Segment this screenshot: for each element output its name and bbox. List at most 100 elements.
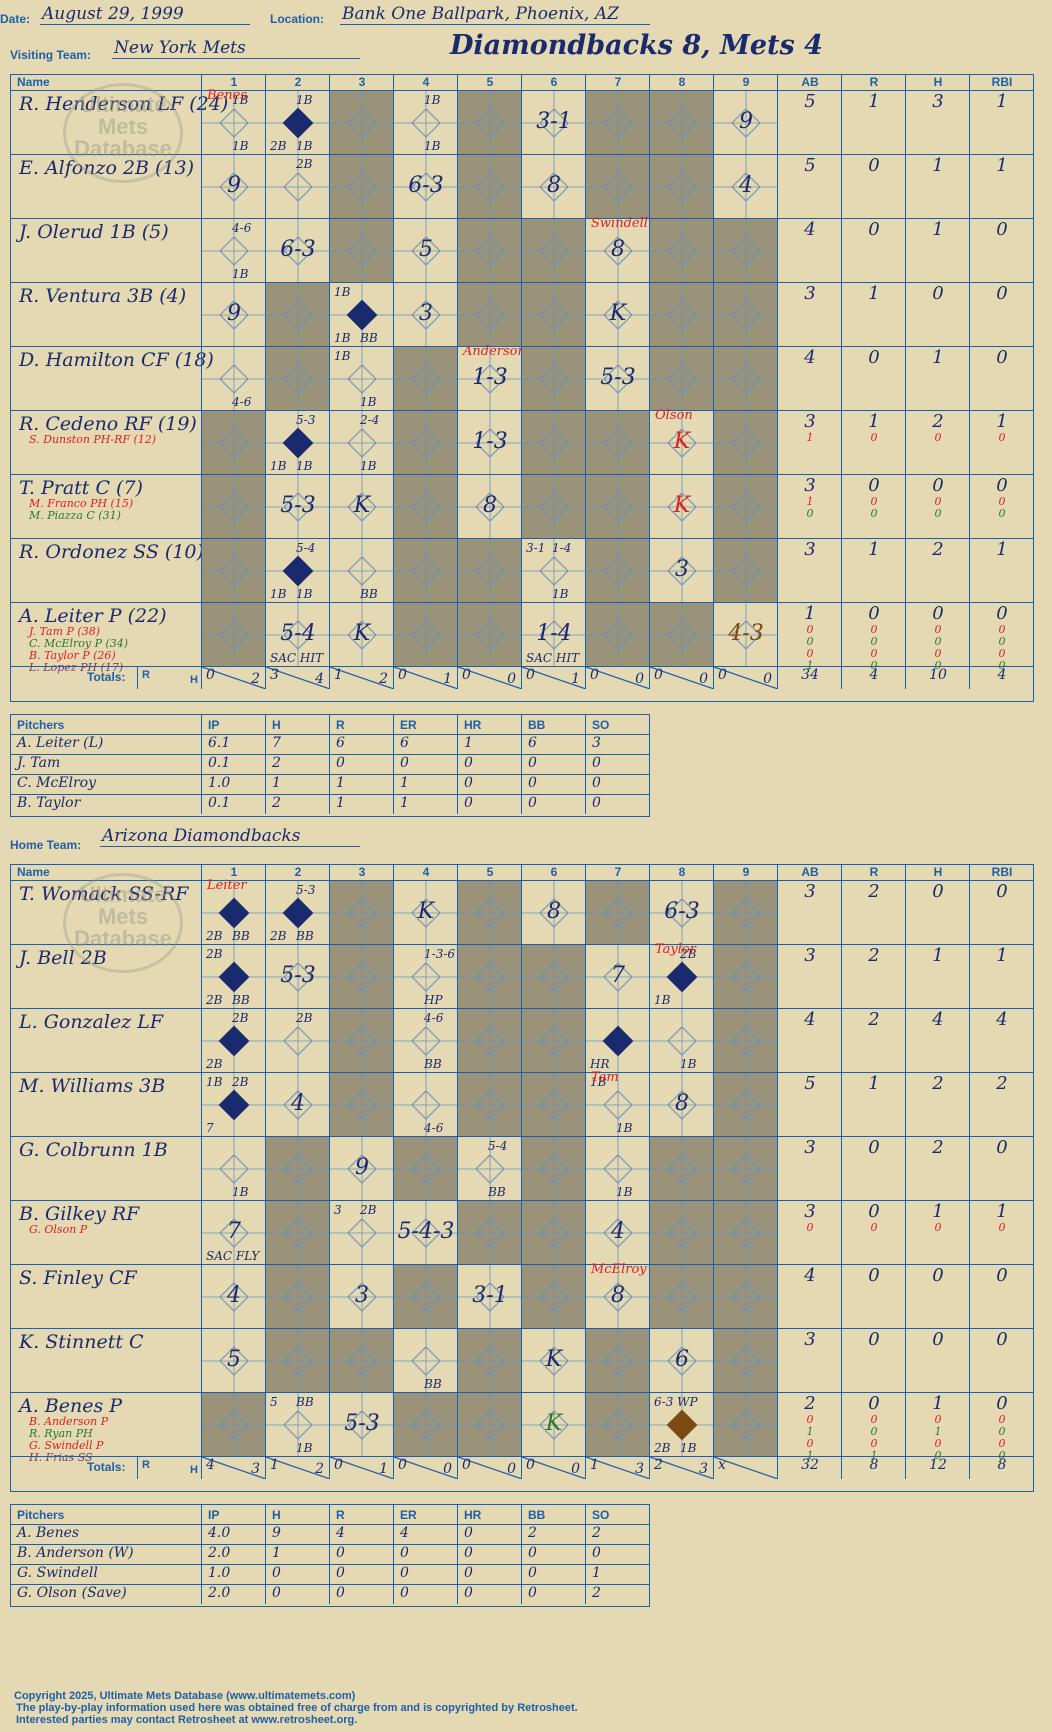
base-notation: 2B [270,139,287,153]
at-bat-cell [713,1393,778,1457]
stat-value: 1 [868,411,880,432]
watermark-logo: Ultimate Mets Database [63,873,183,973]
pitcher-stat: 4 [329,1525,393,1544]
base-diamond [731,364,761,394]
footer: Copyright 2025, Ultimate Mets Database (… [14,1690,578,1726]
at-bat-cell: K [521,1393,586,1457]
at-bat-cell [329,1009,394,1073]
stat-value: 3 [804,945,816,966]
at-bat-cell [201,539,266,603]
pitcher-stat: 0 [585,755,649,774]
stat-value: 5 [804,1073,816,1094]
pitching-col-header: ER [393,715,457,734]
at-bat-cell: 1B 2B 7 [201,1073,266,1137]
at-bat-cell [713,1329,778,1393]
pitcher-stat: 0 [521,795,585,814]
pitcher-stat: 7 [265,735,329,754]
at-bat-cell [649,347,714,411]
base-diamond [347,898,377,928]
base-notation: 4-6 [232,221,252,235]
base-diamond [219,1154,249,1184]
at-bat-cell [457,881,522,945]
at-bat-cell [265,1265,330,1329]
base-diamond [219,1218,249,1248]
stat-value: 1 [932,1393,944,1414]
base-notation: 1B [270,587,287,601]
batting-stat: 3 [777,1137,842,1201]
at-bat-cell [329,91,394,155]
visitors-scoresheet: Name 1 2 3 4 5 6 7 8 9 AB R H RBI R. Henderson LF (24)… [10,74,1034,702]
stat-value: 1 [804,603,816,624]
pitcher-stat: C. McElroy [17,775,97,791]
pitcher-stat: A. Benes [17,1525,80,1541]
pitching-change-note: Taylor [655,942,696,957]
h-key: H [190,674,198,686]
scored-diamond [218,1025,250,1057]
stat-value: 0 [868,475,880,496]
total-stat: 4 [969,667,1034,689]
base-diamond [539,172,569,202]
base-diamond [539,492,569,522]
lineup-row: M. Williams 3B 1B 2B 7 4 4-6 1B 1B Tam 8 5 1 2 2 [11,1070,1033,1137]
at-bat-cell: 8 [521,881,586,945]
stat-value: 0 [996,603,1008,624]
base-diamond [667,1346,697,1376]
stat-value: 2 [868,1009,880,1030]
sub-stat-value: 0 [934,1221,942,1234]
at-bat-cell: 2-4 1B [329,411,394,475]
at-bat-cell [585,411,650,475]
base-diamond [347,1026,377,1056]
base-notation: 2B [206,947,223,961]
at-bat-cell [521,411,586,475]
play-result: 5-4 [280,621,316,646]
pitcher-stat: 2.0 [201,1585,265,1604]
sub-stat-value: 0 [998,623,1006,636]
base-diamond [667,620,697,650]
stat-value: 0 [996,1265,1008,1286]
totals-row: Totals: R H 4 3 1 2 0 1 0 0 0 0 0 0 1 3 2 3 x 32 8 12 8 [11,1456,1033,1479]
base-diamond [603,172,633,202]
pitcher-row: A. Leiter (L) 6.1 7 6 6 1 6 3 [11,734,649,754]
stat-value: 0 [996,881,1008,902]
base-diamond [283,364,313,394]
player-name: M. Williams 3B [19,1075,166,1097]
at-bat-cell [265,347,330,411]
at-bat-cell: 7 [585,945,650,1009]
base-notation: 1B [424,139,441,153]
base-notation: 1B [616,1185,633,1199]
base-diamond [603,300,633,330]
pitcher-stat: 2 [585,1525,649,1544]
pitching-col-header: R [329,1505,393,1524]
pitching-col-header: ER [393,1505,457,1524]
at-bat-cell [393,1393,458,1457]
base-notation: 1B [232,93,249,107]
pitching-change-note: Anderson [463,344,526,359]
at-bat-cell [713,1009,778,1073]
base-notation: BB [424,1057,442,1071]
stat-value: 1 [996,1201,1008,1222]
at-bat-cell [585,475,650,539]
base-diamond [475,1346,505,1376]
base-diamond [731,428,761,458]
stat-value: 0 [932,603,944,624]
at-bat-cell [265,1329,330,1393]
play-result: 5-3 [344,1411,380,1436]
base-diamond [283,1026,313,1056]
pitcher-stat: 2 [265,795,329,814]
at-bat-cell [457,603,522,667]
pitcher-stat: 0 [265,1565,329,1584]
home-pitching-table: Pitchers IP H R ER HR BB SO A. Benes 4.0 9 4 4 0 2 2 B. … [10,1504,650,1607]
base-diamond [347,1090,377,1120]
pitcher-stat: 0 [457,1525,521,1544]
base-diamond [667,108,697,138]
stat-value: 0 [996,475,1008,496]
batting-stat: 2 [841,881,906,945]
at-bat-cell: 5-4 BB [457,1137,522,1201]
at-bat-cell: 1B 1B [201,91,266,155]
at-bat-cell: 1-4 SAC HIT [521,603,586,667]
base-notation: 2B [232,1011,249,1025]
